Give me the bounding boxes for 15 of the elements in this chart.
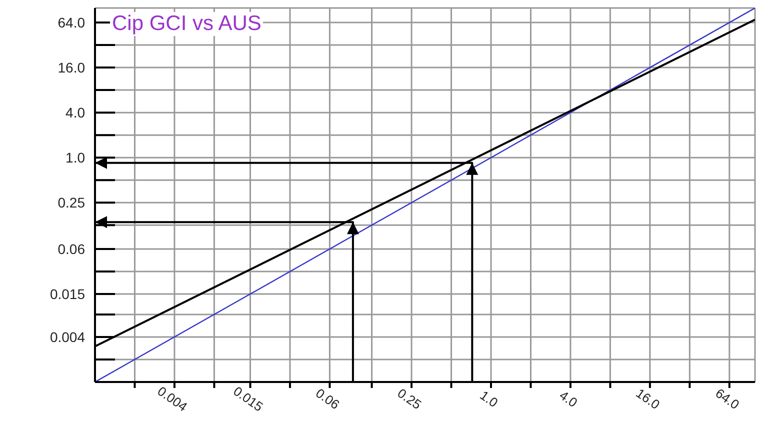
y-tick-label: 1.0 [66, 150, 86, 166]
y-tick-label: 0.25 [58, 194, 86, 211]
y-tick-label: 0.004 [50, 328, 86, 345]
x-tick-label: 0.06 [313, 385, 342, 412]
y-tick-label: 64.0 [58, 14, 86, 30]
y-tick-label: 16.0 [58, 60, 86, 76]
x-tick-label: 16.0 [633, 385, 663, 412]
chart-title: Cip GCI vs AUS [110, 12, 264, 36]
x-tick-label: 4.0 [556, 388, 580, 410]
x-tick-label: 64.0 [712, 385, 742, 412]
y-tick-label: 0.06 [58, 240, 86, 257]
y-tick-label: 0.015 [50, 286, 86, 302]
x-tick-label: 1.0 [477, 388, 501, 410]
y-tick-label: 4.0 [66, 104, 86, 121]
x-tick-label: 0.25 [394, 385, 424, 412]
